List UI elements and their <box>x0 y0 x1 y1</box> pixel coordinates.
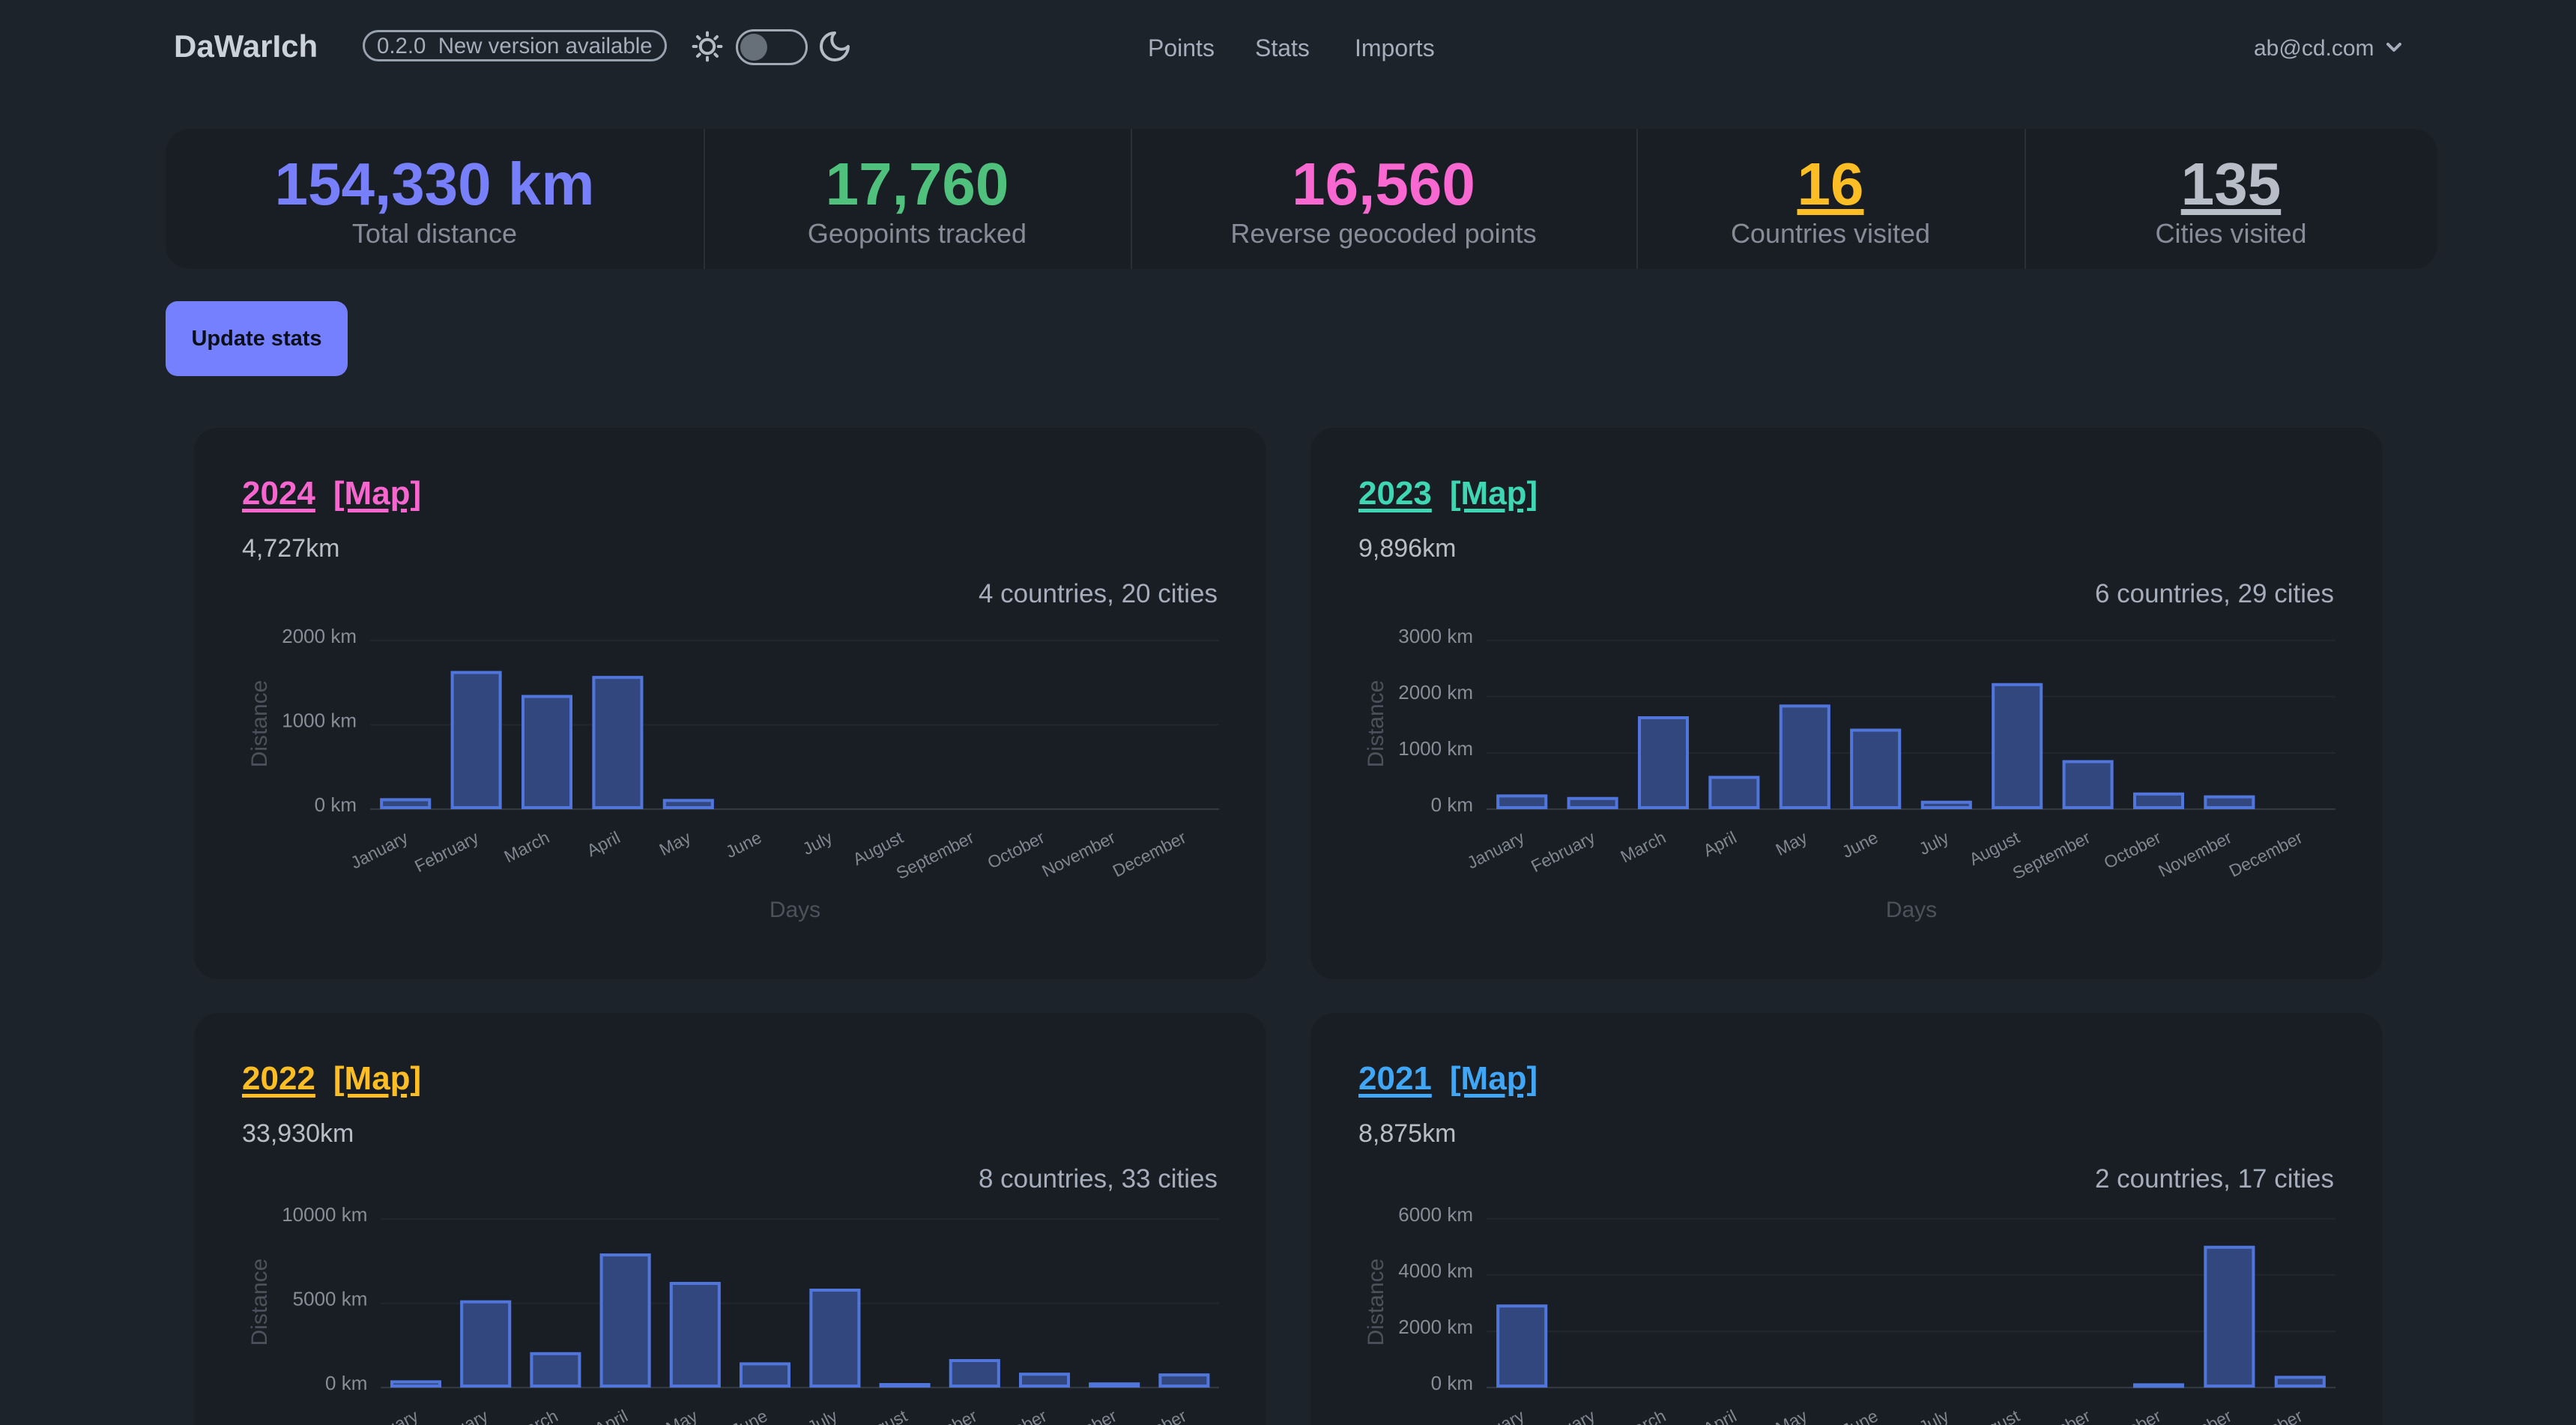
svg-text:2000 km: 2000 km <box>282 625 357 647</box>
svg-text:August: August <box>853 1406 910 1425</box>
svg-text:July: July <box>1916 827 1953 859</box>
svg-text:Distance: Distance <box>1364 1258 1388 1346</box>
svg-text:May: May <box>663 1406 701 1425</box>
svg-text:10000 km: 10000 km <box>282 1203 367 1226</box>
svg-text:November: November <box>2155 1406 2235 1425</box>
svg-text:May: May <box>1773 827 1811 859</box>
svg-text:November: November <box>1038 827 1119 880</box>
svg-text:November: November <box>1040 1406 1120 1425</box>
svg-text:May: May <box>1773 1406 1811 1425</box>
svg-text:April: April <box>1700 827 1740 860</box>
svg-text:September: September <box>893 827 977 883</box>
svg-text:April: April <box>584 827 623 860</box>
svg-text:0 km: 0 km <box>1431 1372 1473 1394</box>
svg-text:March: March <box>1618 1406 1669 1425</box>
svg-text:2000 km: 2000 km <box>1398 681 1473 704</box>
svg-text:4000 km: 4000 km <box>1398 1259 1473 1281</box>
svg-text:3000 km: 3000 km <box>1398 625 1473 647</box>
svg-text:5000 km: 5000 km <box>293 1287 368 1310</box>
svg-text:April: April <box>1700 1406 1740 1425</box>
svg-text:February: February <box>1528 827 1598 876</box>
svg-text:February: February <box>421 1406 492 1425</box>
svg-text:0 km: 0 km <box>325 1372 367 1394</box>
svg-text:April: April <box>591 1406 631 1425</box>
svg-text:October: October <box>987 1406 1050 1425</box>
svg-text:1000 km: 1000 km <box>282 709 357 731</box>
svg-text:May: May <box>656 827 695 859</box>
svg-text:January: January <box>358 1406 422 1425</box>
svg-text:0 km: 0 km <box>315 793 357 816</box>
svg-text:June: June <box>1839 1406 1881 1425</box>
svg-text:Distance: Distance <box>1364 680 1388 768</box>
svg-text:December: December <box>1110 1406 1190 1425</box>
svg-text:1000 km: 1000 km <box>1398 737 1473 760</box>
svg-text:6000 km: 6000 km <box>1398 1202 1473 1225</box>
svg-text:Distance: Distance <box>247 680 272 768</box>
svg-text:December: December <box>1110 827 1190 880</box>
svg-text:December: December <box>2226 827 2306 880</box>
svg-text:July: July <box>799 827 836 859</box>
svg-text:June: June <box>722 827 764 862</box>
svg-text:2000 km: 2000 km <box>1398 1316 1473 1338</box>
svg-text:July: July <box>1916 1406 1953 1425</box>
svg-text:February: February <box>1528 1406 1598 1425</box>
svg-text:Days: Days <box>1886 898 1937 922</box>
svg-text:January: January <box>1464 1406 1528 1425</box>
svg-text:Days: Days <box>770 898 820 922</box>
svg-text:June: June <box>728 1406 770 1425</box>
svg-text:October: October <box>2101 1406 2165 1425</box>
svg-text:January: January <box>348 827 411 873</box>
svg-text:March: March <box>501 827 553 866</box>
svg-text:December: December <box>2226 1406 2306 1425</box>
svg-text:November: November <box>2155 827 2235 880</box>
svg-text:August: August <box>1966 1406 2023 1425</box>
svg-text:March: March <box>1618 827 1669 866</box>
svg-text:March: March <box>510 1406 561 1425</box>
svg-text:January: January <box>1464 827 1528 873</box>
svg-text:October: October <box>985 827 1048 872</box>
svg-text:July: July <box>804 1406 841 1425</box>
svg-text:February: February <box>411 827 482 876</box>
svg-text:September: September <box>2010 827 2093 883</box>
svg-text:June: June <box>1839 827 1881 862</box>
svg-text:October: October <box>2101 827 2165 872</box>
svg-text:Distance: Distance <box>247 1258 272 1346</box>
svg-text:0 km: 0 km <box>1431 793 1473 816</box>
